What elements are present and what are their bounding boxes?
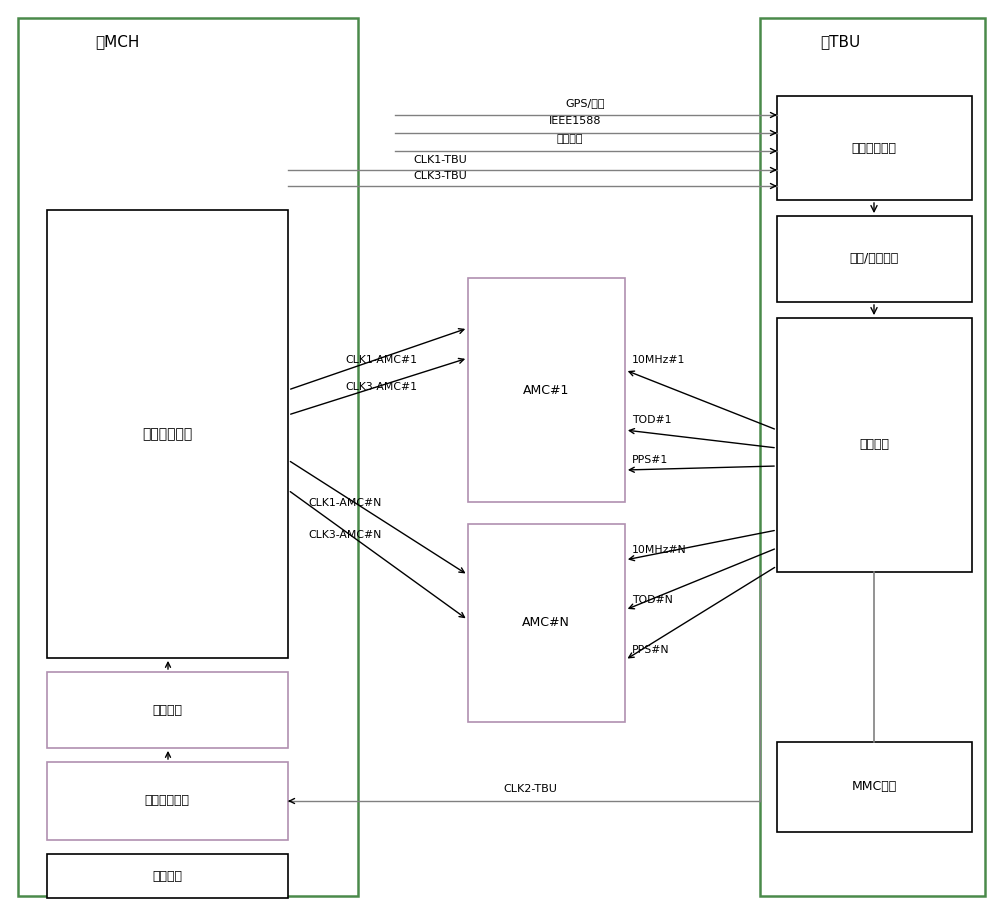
- Text: 其余电路: 其余电路: [152, 869, 182, 882]
- Text: CLK3-TBU: CLK3-TBU: [413, 171, 467, 181]
- Text: MMC单元: MMC单元: [851, 780, 897, 793]
- Text: 10MHz#N: 10MHz#N: [632, 545, 687, 555]
- Text: CLK1-AMC#1: CLK1-AMC#1: [345, 355, 417, 365]
- Text: CLK3-AMC#1: CLK3-AMC#1: [345, 382, 417, 392]
- Text: 锁相单元: 锁相单元: [152, 703, 182, 716]
- Text: 同步时钟: 同步时钟: [557, 134, 583, 144]
- Bar: [777, 96, 972, 200]
- Text: TOD#N: TOD#N: [632, 595, 673, 605]
- Text: PPS#N: PPS#N: [632, 645, 670, 655]
- Text: TOD#1: TOD#1: [632, 415, 672, 425]
- Bar: [47, 210, 288, 658]
- Text: AMC#1: AMC#1: [523, 384, 569, 397]
- Text: 主TBU: 主TBU: [820, 35, 860, 49]
- Text: IEEE1588: IEEE1588: [549, 116, 601, 126]
- Bar: [47, 672, 288, 748]
- Text: CLK2-TBU: CLK2-TBU: [503, 784, 557, 794]
- Text: GPS/北斗: GPS/北斗: [565, 98, 605, 108]
- Bar: [777, 742, 972, 832]
- Bar: [47, 762, 288, 840]
- Text: CLK1-TBU: CLK1-TBU: [413, 155, 467, 165]
- Text: 10MHz#1: 10MHz#1: [632, 355, 685, 365]
- Text: CLK3-AMC#N: CLK3-AMC#N: [308, 530, 381, 540]
- Text: PPS#1: PPS#1: [632, 455, 668, 465]
- Text: 时钟驱动单元: 时钟驱动单元: [142, 427, 192, 441]
- Bar: [760, 18, 985, 896]
- Text: 驱动单元: 驱动单元: [859, 439, 889, 452]
- Bar: [47, 854, 288, 898]
- Text: 主MCH: 主MCH: [95, 35, 139, 49]
- Bar: [468, 524, 625, 722]
- Bar: [18, 18, 358, 896]
- Text: 解析/锁相单元: 解析/锁相单元: [849, 253, 899, 266]
- Bar: [468, 278, 625, 502]
- Text: CLK1-AMC#N: CLK1-AMC#N: [308, 498, 381, 508]
- Text: AMC#N: AMC#N: [522, 616, 570, 629]
- Bar: [777, 216, 972, 302]
- Text: 时钟选择单元: 时钟选择单元: [144, 794, 190, 808]
- Text: 模式选择单元: 模式选择单元: [852, 141, 896, 155]
- Bar: [777, 318, 972, 572]
